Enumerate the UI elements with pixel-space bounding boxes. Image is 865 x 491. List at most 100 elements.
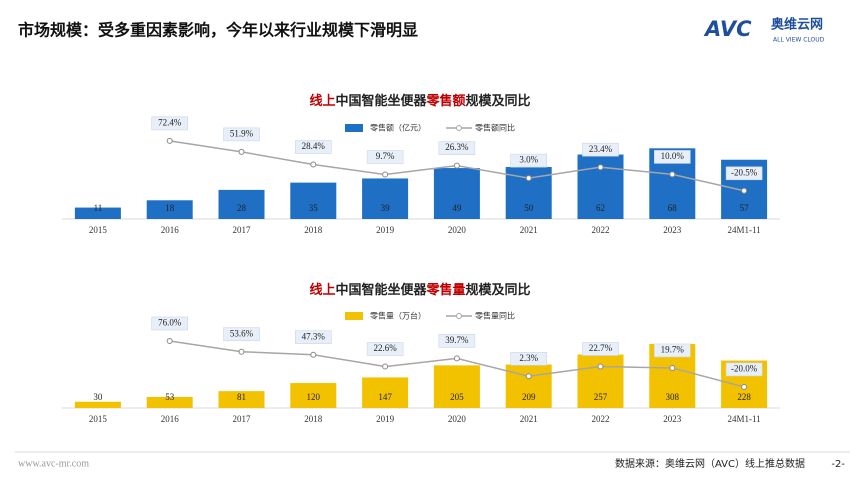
bar-value-label: 57 <box>740 203 750 213</box>
growth-label: -20.0% <box>731 364 758 374</box>
growth-label: 47.3% <box>302 331 326 341</box>
title-part: 中国智能坐便器 <box>335 282 427 298</box>
growth-label: 76.0% <box>158 318 182 328</box>
growth-label: 26.3% <box>445 142 469 152</box>
growth-point <box>382 171 389 178</box>
bar <box>146 200 193 219</box>
growth-label-box <box>725 362 763 377</box>
growth-point <box>166 137 173 144</box>
x-tick-label: 2023 <box>663 414 682 424</box>
page-number: -2- <box>831 459 845 470</box>
growth-label: 53.6% <box>230 328 254 338</box>
x-tick-label: 2018 <box>304 414 323 424</box>
bar-value-label: 205 <box>450 392 464 402</box>
growth-label: -20.5% <box>731 167 758 177</box>
growth-label-box <box>223 127 260 142</box>
growth-label-box <box>366 150 404 164</box>
header-title: 市场规模：受多重因素影响，今年以来行业规模下滑明显 <box>18 21 418 40</box>
bar <box>218 189 265 219</box>
growth-label: 28.4% <box>302 141 326 151</box>
x-tick-label: 2023 <box>663 225 682 235</box>
growth-label-box <box>294 330 332 345</box>
x-tick-label: 2022 <box>592 225 610 235</box>
growth-label-box <box>653 150 691 164</box>
x-tick-label: 2020 <box>448 414 467 424</box>
x-tick-label: 2019 <box>376 225 395 235</box>
x-tick-label: 2022 <box>592 414 610 424</box>
legend-marker <box>456 125 462 131</box>
growth-label: 2.3% <box>519 353 538 363</box>
x-tick-label: 2015 <box>89 225 108 235</box>
bar-value-label: 11 <box>94 203 103 213</box>
x-tick-label: 2019 <box>376 414 395 424</box>
growth-label-box <box>510 153 548 168</box>
growth-label-box <box>294 140 332 154</box>
title-part: 规模及同比 <box>466 282 531 298</box>
brand: 奥维云网 <box>771 17 823 33</box>
bar <box>74 401 121 408</box>
growth-label: 51.9% <box>230 128 254 138</box>
bar <box>362 178 409 219</box>
bar-value-label: 228 <box>737 392 751 402</box>
legend-swatch <box>345 312 363 320</box>
legend-label: 零售量同比 <box>475 311 515 321</box>
legend-label: 零售量（万台） <box>370 311 426 321</box>
footer-url: www.avc-mr.com <box>18 458 89 469</box>
title-part: 线上 <box>309 93 335 109</box>
growth-label-box <box>151 316 188 331</box>
growth-label: 3.0% <box>519 155 538 165</box>
brand-en: ALL VIEW CLOUD <box>773 37 825 44</box>
title-part: 中国智能坐便器 <box>335 93 427 109</box>
x-tick-label: 24M1-11 <box>728 225 761 235</box>
growth-point <box>166 338 173 345</box>
growth-point <box>238 348 245 355</box>
x-tick-label: 2020 <box>448 225 467 235</box>
legend-label: 零售额同比 <box>475 123 515 133</box>
x-tick-label: 2018 <box>304 225 323 235</box>
x-tick-label: 2016 <box>161 225 180 235</box>
bar <box>218 391 265 408</box>
growth-label: 23.4% <box>589 144 613 154</box>
bar <box>577 354 624 408</box>
title-part: 零售量 <box>426 282 466 298</box>
bar <box>290 383 337 408</box>
growth-point <box>525 373 532 380</box>
legend-label: 零售额（亿元） <box>370 123 426 133</box>
growth-point <box>310 351 317 358</box>
title-part: 规模及同比 <box>466 93 531 109</box>
growth-point <box>669 171 676 178</box>
x-tick-label: 2021 <box>520 414 538 424</box>
growth-point <box>453 162 460 169</box>
growth-label-box <box>582 142 619 157</box>
bar-value-label: 62 <box>596 203 605 213</box>
growth-label: 19.7% <box>661 345 685 355</box>
x-tick-label: 2017 <box>233 225 252 235</box>
bar-value-label: 39 <box>381 203 391 213</box>
x-tick-label: 24M1-11 <box>728 414 761 424</box>
legend-swatch <box>345 124 363 132</box>
bar-value-label: 53 <box>165 392 175 402</box>
title-part: 零售额 <box>426 93 466 109</box>
growth-point <box>525 175 532 182</box>
growth-label-box <box>438 334 476 348</box>
bar-value-label: 49 <box>452 203 462 213</box>
bar-value-label: 308 <box>666 392 680 402</box>
growth-label: 9.7% <box>376 151 395 161</box>
bar <box>146 396 193 408</box>
x-tick-label: 2016 <box>161 414 180 424</box>
growth-label: 39.7% <box>445 335 469 345</box>
bar-value-label: 35 <box>309 203 319 213</box>
growth-label: 10.0% <box>661 151 685 161</box>
bar <box>433 365 480 408</box>
growth-point <box>597 164 604 171</box>
bar <box>362 377 409 408</box>
bar-value-label: 30 <box>93 392 103 402</box>
bar-value-label: 68 <box>668 203 678 213</box>
growth-point <box>310 161 317 168</box>
growth-point <box>238 148 245 155</box>
bar-value-label: 81 <box>237 392 246 402</box>
footer-source: 数据来源：奥维云网（AVC）线上推总数据 <box>615 457 805 470</box>
bar-value-label: 147 <box>378 392 392 402</box>
